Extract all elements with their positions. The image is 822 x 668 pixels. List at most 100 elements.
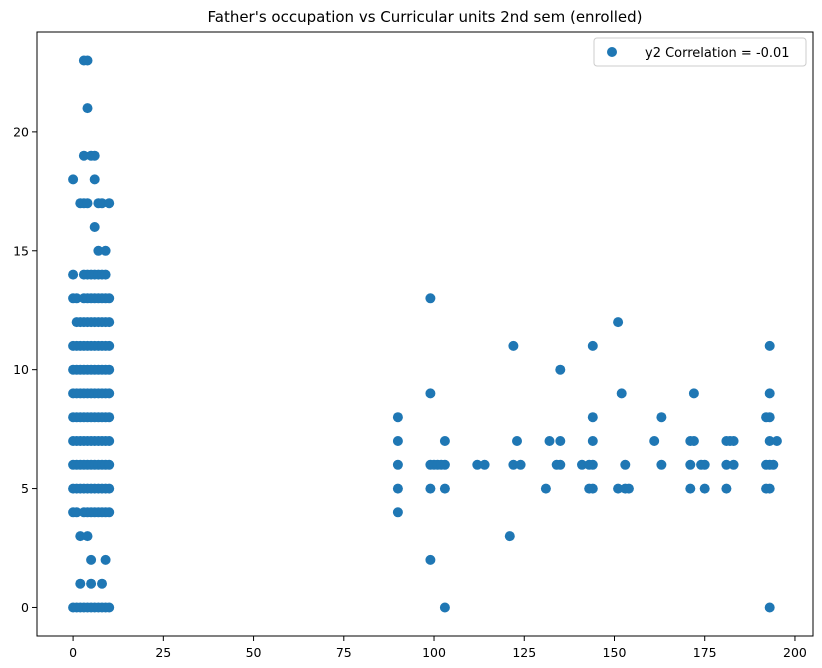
- data-point: [104, 317, 115, 328]
- data-point: [515, 459, 526, 470]
- legend-marker: [607, 47, 617, 57]
- chart-title: Father's occupation vs Curricular units …: [208, 8, 643, 26]
- data-point: [512, 436, 522, 446]
- data-point: [89, 150, 100, 161]
- legend-box: [593, 37, 807, 67]
- data-point: [764, 412, 775, 423]
- data-point: [104, 507, 115, 518]
- data-point: [508, 459, 519, 470]
- data-point: [392, 436, 403, 446]
- data-point: [649, 436, 660, 446]
- x-tick-label: 25: [155, 645, 171, 660]
- data-point: [685, 459, 696, 470]
- data-point: [555, 459, 566, 470]
- data-point: [439, 602, 450, 613]
- data-point: [764, 483, 775, 494]
- x-tick-label: 100: [422, 645, 446, 660]
- legend: y2 Correlation = -0.01: [593, 37, 807, 67]
- data-point: [392, 483, 403, 494]
- data-point: [764, 388, 775, 399]
- data-point: [425, 554, 436, 565]
- data-point: [768, 459, 779, 470]
- data-point: [104, 412, 115, 423]
- data-point: [104, 459, 115, 470]
- data-point: [699, 483, 710, 494]
- data-point: [100, 554, 111, 565]
- data-point: [587, 459, 598, 470]
- data-point: [425, 388, 436, 399]
- data-point: [75, 531, 86, 542]
- data-point: [104, 340, 115, 351]
- data-point: [656, 459, 667, 470]
- data-point: [89, 174, 100, 185]
- data-point: [764, 436, 775, 446]
- data-point: [623, 483, 634, 494]
- data-point: [78, 150, 89, 161]
- data-point: [721, 483, 732, 494]
- axes-frame: [36, 31, 814, 637]
- data-point: [425, 483, 436, 494]
- data-point: [392, 507, 403, 518]
- data-point: [68, 174, 79, 185]
- data-point: [82, 55, 93, 66]
- data-point: [764, 602, 775, 613]
- y-tick-label: 10: [13, 362, 29, 377]
- y-axis-ticks: 0 5 10 15 20: [13, 124, 37, 615]
- data-point: [587, 412, 598, 423]
- data-point: [104, 364, 115, 375]
- data-point: [728, 459, 739, 470]
- data-point: [587, 340, 598, 351]
- data-point: [392, 459, 403, 470]
- x-tick-label: 150: [603, 645, 627, 660]
- x-tick-label: 0: [69, 645, 77, 660]
- data-point: [577, 459, 587, 470]
- data-point: [688, 436, 699, 446]
- data-point: [392, 412, 403, 423]
- data-point: [504, 531, 515, 542]
- data-point: [104, 483, 115, 494]
- data-point: [82, 103, 93, 114]
- data-point: [93, 245, 104, 256]
- data-point: [721, 459, 732, 470]
- data-point: [71, 293, 82, 304]
- data-point: [771, 436, 782, 446]
- x-tick-label: 75: [336, 645, 352, 660]
- data-point: [75, 578, 86, 589]
- x-tick-label: 175: [693, 645, 717, 660]
- data-point: [104, 388, 115, 399]
- data-point: [613, 483, 624, 494]
- data-point: [587, 436, 598, 446]
- y-tick-label: 15: [13, 243, 29, 258]
- data-point: [97, 198, 107, 209]
- data-point: [508, 340, 519, 351]
- data-point: [86, 554, 97, 565]
- legend-label: y2 Correlation = -0.01: [645, 46, 790, 61]
- y-tick-label: 5: [21, 481, 29, 496]
- data-point: [544, 436, 555, 446]
- x-tick-label: 200: [783, 645, 807, 660]
- data-point: [97, 578, 107, 589]
- data-point: [613, 317, 624, 328]
- data-point: [555, 436, 566, 446]
- data-point: [82, 531, 93, 542]
- data-point: [555, 364, 566, 375]
- data-point: [439, 459, 450, 470]
- data-point: [620, 459, 631, 470]
- data-point: [764, 340, 775, 351]
- data-point: [100, 245, 111, 256]
- y-tick-label: 0: [21, 600, 29, 615]
- data-point: [439, 483, 450, 494]
- plot-points: [68, 55, 782, 613]
- data-point: [587, 483, 598, 494]
- data-point: [68, 269, 79, 280]
- data-point: [104, 293, 115, 304]
- data-point: [685, 483, 696, 494]
- y-tick-label: 20: [13, 124, 29, 139]
- data-point: [82, 198, 93, 209]
- data-point: [100, 269, 111, 280]
- data-point: [656, 412, 667, 423]
- x-tick-label: 125: [512, 645, 536, 660]
- data-point: [439, 436, 450, 446]
